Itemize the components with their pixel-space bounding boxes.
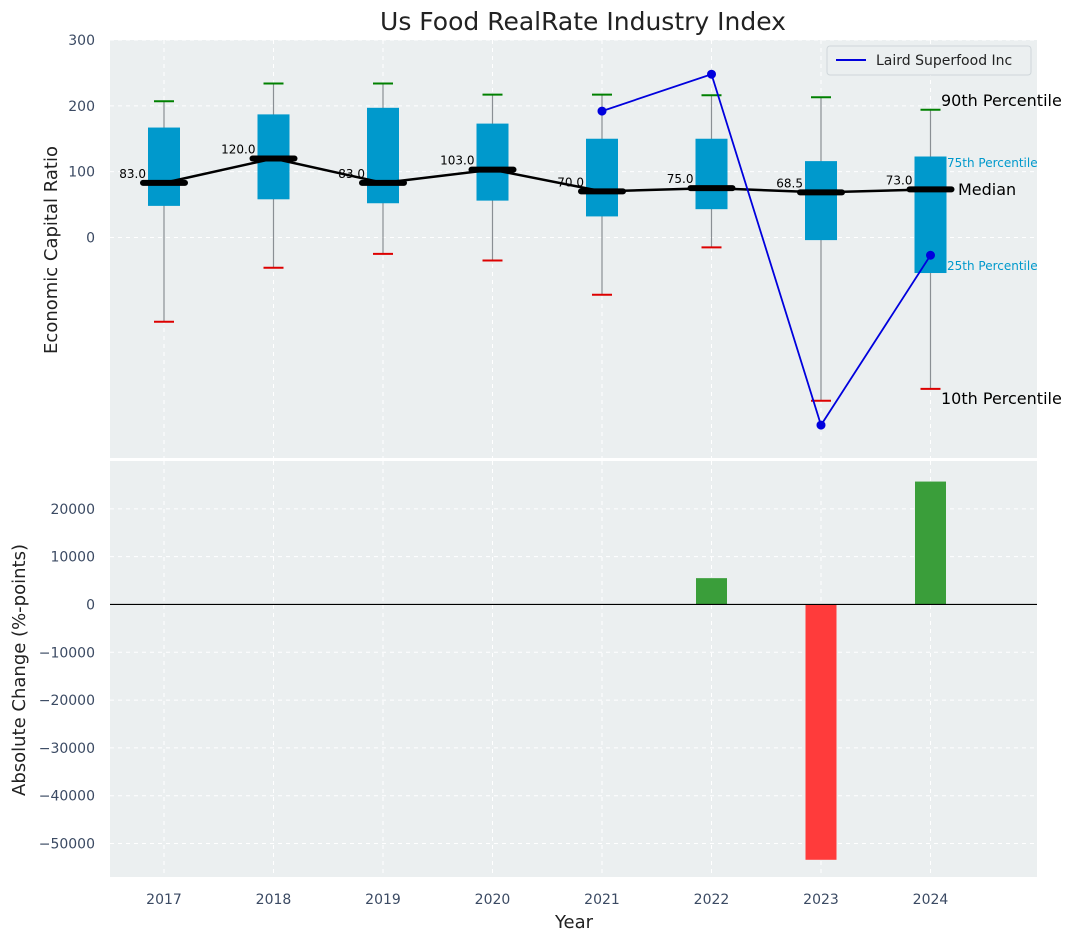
chart-title: Us Food RealRate Industry Index [380,7,786,36]
company-series-point [597,106,607,116]
annotation-90th-percentile: 90th Percentile [941,91,1062,110]
median-value-label: 120.0 [221,142,255,156]
bar-chart-y-ticks: 20000 10000 0 −10000 −20000 −30000 −40000 −5000… [39,502,95,853]
box-plot-y-tick-label: 300 [68,33,95,49]
median-value-label: 83.0 [338,167,365,181]
x-tick-label: 2018 [256,892,292,908]
annotation-median: Median [958,180,1016,199]
legend-box [826,45,1032,76]
company-series-point [816,420,826,430]
bar-chart-y-tick-label: 0 [86,597,95,613]
bar-chart-y-tick-label: 10000 [50,550,95,566]
box-plot-panel [110,40,1037,458]
annotation-10th-percentile: 10th Percentile [941,389,1062,408]
median-value-label: 70.0 [557,175,584,189]
x-tick-label: 2023 [803,892,839,908]
company-series-line [601,73,932,428]
median-value-label: 83.0 [119,167,146,181]
median-value-label: 73.0 [886,173,913,187]
iqr-box [805,161,837,241]
box-plot-y-tick-label: 200 [68,99,95,115]
x-tick-label: 2020 [475,892,511,908]
box-plot-y-axis-label: Economic Capital Ratio [41,146,62,354]
x-tick-label: 2019 [365,892,401,908]
bar-chart-y-tick-label: −10000 [39,645,95,661]
x-tick-label: 2021 [584,892,620,908]
change-bar [696,578,727,605]
iqr-box [367,107,399,204]
bar-chart-y-tick-label: −20000 [39,693,95,709]
box-plot-y-ticks: 300 200 100 0 [68,33,95,246]
iqr-box [695,138,728,210]
legend: Laird Superfood Inc [826,45,1032,76]
x-axis-ticks: 2017 2018 2019 2020 2021 2022 2023 2024 [146,892,948,908]
company-series-point [707,69,716,79]
change-bar [915,481,946,605]
legend-entry-laird-superfood: Laird Superfood Inc [876,53,1012,69]
bar-chart-y-tick-label: −50000 [39,837,95,853]
iqr-box [586,138,618,217]
annotation-25th-percentile: 25th Percentile [947,259,1038,273]
box-plot-marks: 83.0 120.0 83.0 103.0 70.0 75.0 68.5 73.0 [119,69,955,430]
x-tick-label: 2024 [913,892,949,908]
x-tick-label: 2017 [146,892,182,908]
box-plot-y-tick-label: 0 [86,230,95,246]
x-tick-label: 2022 [694,892,730,908]
bar-chart-y-tick-label: −40000 [39,789,95,805]
bar-chart-y-axis-label: Absolute Change (%-points) [9,544,30,796]
change-bar [805,604,837,860]
annotation-75th-percentile: 75th Percentile [947,156,1038,170]
percentile-annotations: 90th Percentile 75th Percentile Median 2… [941,91,1062,408]
bar-chart-y-tick-label: −30000 [39,741,95,757]
median-value-label: 75.0 [667,172,694,186]
box-plot-y-tick-label: 100 [68,165,95,181]
bar-chart-panel [110,461,1037,877]
company-series-point [926,250,935,260]
iqr-box [476,123,509,201]
bar-chart-marks [110,481,1037,860]
iqr-box [148,127,180,206]
x-axis-label: Year [554,912,594,933]
bar-chart-y-tick-label: 20000 [50,502,95,518]
median-value-label: 103.0 [440,154,474,168]
median-value-label: 68.5 [776,176,803,190]
